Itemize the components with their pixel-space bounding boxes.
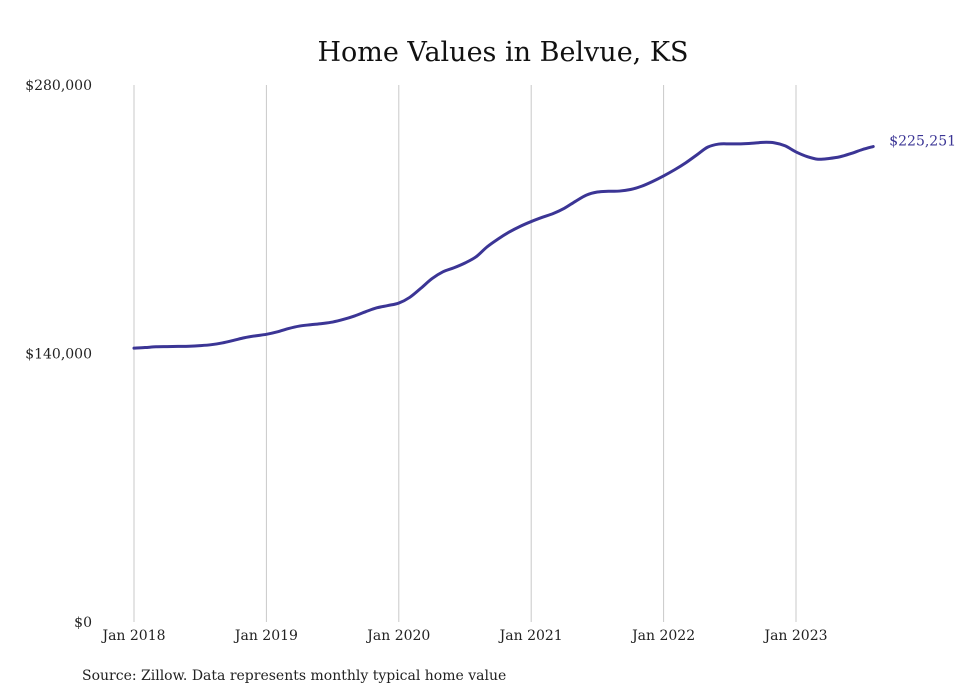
x-tick-label: Jan 2021 — [498, 628, 563, 644]
x-tick-label: Jan 2019 — [233, 628, 298, 644]
y-tick-label: $0 — [74, 615, 92, 631]
series-line — [132, 140, 875, 350]
gridlines — [133, 85, 797, 622]
x-tick-label: Jan 2023 — [762, 628, 827, 644]
series-layer: $225,251 — [132, 134, 956, 350]
x-tick-label: Jan 2018 — [100, 628, 165, 644]
x-axis-labels: Jan 2018 Jan 2019 Jan 2020 Jan 2021 Jan 2022… — [100, 628, 827, 644]
chart-title: Home Values in Belvue, KS — [317, 37, 688, 68]
x-tick-label: Jan 2022 — [630, 628, 695, 644]
y-tick-label: $140,000 — [25, 347, 92, 363]
series-end-label: $225,251 — [889, 134, 956, 150]
y-tick-label: $280,000 — [25, 78, 92, 94]
x-tick-label: Jan 2020 — [365, 628, 430, 644]
y-axis-labels: $0 $140,000 $280,000 — [25, 78, 92, 631]
source-note: Source: Zillow. Data represents monthly … — [82, 668, 507, 684]
